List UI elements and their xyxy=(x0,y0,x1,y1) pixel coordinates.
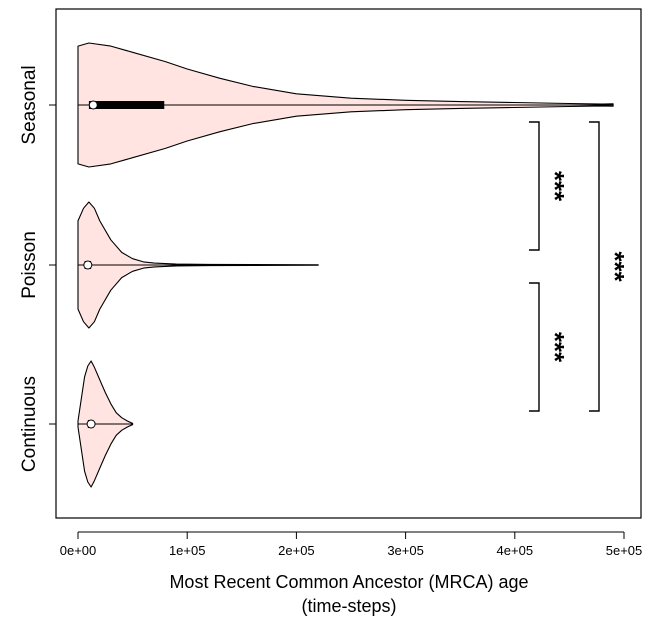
y-tick-label-poisson: Poisson xyxy=(19,231,40,299)
median-point-continuous xyxy=(86,419,96,429)
significance-label-1: *** xyxy=(540,171,570,202)
median-point-seasonal xyxy=(88,100,98,110)
x-tick-label: 3e+05 xyxy=(387,543,424,558)
x-axis: 0e+00 1e+05 2e+05 3e+05 4e+05 5e+05 xyxy=(60,531,643,558)
significance-brackets: *** *** *** xyxy=(529,121,630,412)
y-tick-label-continuous: Continuous xyxy=(19,376,40,472)
x-tick-label: 5e+05 xyxy=(606,543,643,558)
bracket-continuous-poisson xyxy=(529,282,540,412)
iqr-box-seasonal xyxy=(88,101,165,109)
bracket-continuous-seasonal xyxy=(589,121,600,412)
median-point-poisson xyxy=(83,260,93,270)
x-tick-label: 0e+00 xyxy=(60,543,97,558)
y-tick-label-seasonal: Seasonal xyxy=(19,65,40,144)
x-axis-label-units: (time-steps) xyxy=(301,596,396,616)
x-tick-label: 2e+05 xyxy=(278,543,315,558)
significance-label-3: *** xyxy=(600,251,630,282)
plot-frame xyxy=(55,8,642,519)
significance-label-2: *** xyxy=(540,332,570,363)
x-tick-label: 4e+05 xyxy=(497,543,534,558)
bracket-poisson-seasonal xyxy=(529,121,540,251)
x-tick-label: 1e+05 xyxy=(169,543,206,558)
x-axis-label: Most Recent Common Ancestor (MRCA) age xyxy=(169,572,528,592)
y-axis: Continuous Poisson Seasonal xyxy=(19,65,56,472)
violins-layer xyxy=(77,42,614,488)
